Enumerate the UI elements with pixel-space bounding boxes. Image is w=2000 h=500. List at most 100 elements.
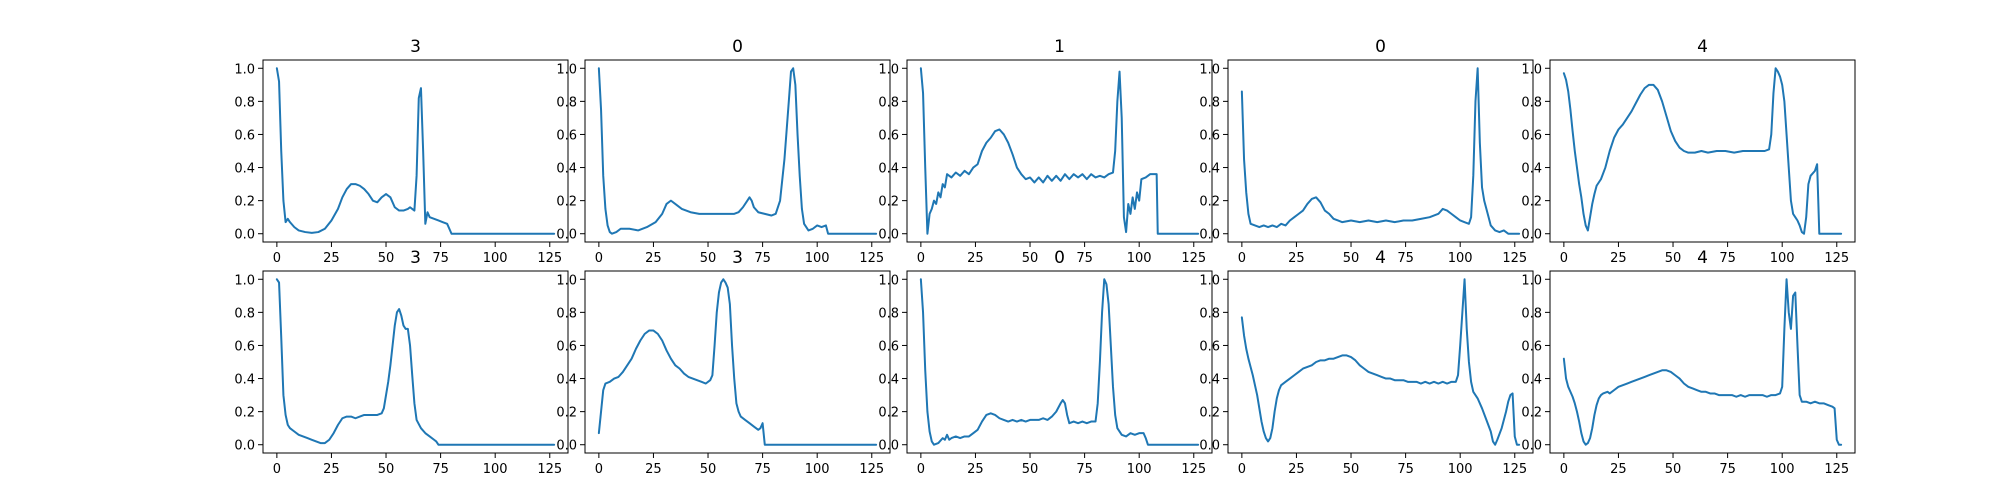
- y-tick-label: 0.4: [556, 162, 577, 177]
- axes-frame: [584, 59, 891, 243]
- subplot-3: 0 0 25 50 75 100 125 0.0 0.2 0.4 0.6 0.8 1.0: [1199, 37, 1534, 266]
- x-tick-label: 75: [754, 462, 771, 477]
- y-tick-label: 0.0: [1199, 228, 1220, 243]
- y-tick-label: 0.2: [1521, 406, 1542, 421]
- y-tick-label: 0.6: [878, 339, 899, 354]
- subplot-5: 3 0 25 50 75 100 125 0.0 0.2 0.4 0.6 0.8 1.0: [234, 248, 569, 477]
- subplot-8: 4 0 25 50 75 100 125 0.0 0.2 0.4 0.6 0.8 1.0: [1199, 248, 1534, 477]
- series-line: [597, 278, 878, 446]
- y-tick-label: 1.0: [556, 273, 577, 288]
- axes-frame: [262, 270, 569, 454]
- series-line: [919, 67, 1200, 235]
- x-tick-label: 75: [1397, 462, 1414, 477]
- y-tick-label: 0.6: [1521, 128, 1542, 143]
- y-tick-label: 0.8: [234, 306, 255, 321]
- x-tick-label: 50: [700, 251, 717, 266]
- x-tick-label: 100: [805, 251, 830, 266]
- y-tick-label: 0.4: [878, 373, 899, 388]
- series-line: [1562, 67, 1843, 235]
- y-tick-label: 0.2: [556, 195, 577, 210]
- y-tick-label: 0.2: [878, 195, 899, 210]
- x-tick-label: 25: [1610, 251, 1627, 266]
- series-line: [1562, 278, 1843, 446]
- x-tick-label: 75: [432, 462, 449, 477]
- y-tick-label: 1.0: [234, 273, 255, 288]
- y-tick-label: 0.8: [1199, 306, 1220, 321]
- y-tick-label: 0.2: [234, 195, 255, 210]
- y-tick-label: 0.2: [1521, 195, 1542, 210]
- y-tick-label: 0.4: [1521, 373, 1542, 388]
- series-line: [1240, 67, 1521, 235]
- y-tick-label: 0.6: [556, 128, 577, 143]
- axes-frame: [584, 270, 891, 454]
- y-tick-label: 0.4: [1521, 162, 1542, 177]
- x-tick-label: 75: [432, 251, 449, 266]
- y-tick-label: 0.2: [1199, 406, 1220, 421]
- x-tick-label: 50: [700, 462, 717, 477]
- x-tick-label: 125: [859, 462, 884, 477]
- y-tick-label: 0.4: [878, 162, 899, 177]
- x-tick-label: 100: [1770, 462, 1795, 477]
- subplot-title: 4: [1697, 248, 1708, 268]
- x-tick-label: 0: [917, 251, 925, 266]
- x-tick-label: 25: [967, 251, 984, 266]
- x-tick-label: 50: [1022, 251, 1039, 266]
- x-tick-label: 50: [1022, 462, 1039, 477]
- x-tick-label: 75: [1719, 251, 1736, 266]
- x-tick-label: 0: [1238, 462, 1246, 477]
- x-tick-label: 75: [1076, 462, 1093, 477]
- y-tick-label: 0.6: [556, 339, 577, 354]
- x-tick-label: 125: [537, 462, 562, 477]
- series-line: [275, 67, 556, 235]
- y-tick-label: 1.0: [1521, 273, 1542, 288]
- x-tick-label: 25: [323, 462, 340, 477]
- subplot-7: 0 0 25 50 75 100 125 0.0 0.2 0.4 0.6 0.8 1.0: [878, 248, 1213, 477]
- x-tick-label: 0: [917, 462, 925, 477]
- subplot-6: 3 0 25 50 75 100 125 0.0 0.2 0.4 0.6 0.8 1.0: [556, 248, 891, 477]
- y-tick-label: 0.6: [1521, 339, 1542, 354]
- x-tick-label: 125: [1181, 462, 1206, 477]
- axes-frame: [1227, 59, 1534, 243]
- x-tick-label: 0: [595, 251, 603, 266]
- y-tick-label: 0.0: [1199, 439, 1220, 454]
- y-tick-label: 0.8: [556, 306, 577, 321]
- x-tick-label: 125: [1824, 462, 1849, 477]
- x-tick-label: 100: [483, 251, 508, 266]
- x-tick-label: 0: [1238, 251, 1246, 266]
- y-tick-label: 0.6: [234, 339, 255, 354]
- y-tick-label: 0.8: [1199, 95, 1220, 110]
- subplot-title: 0: [1054, 248, 1065, 268]
- y-tick-label: 0.8: [556, 95, 577, 110]
- x-tick-label: 75: [1719, 462, 1736, 477]
- x-tick-label: 25: [645, 251, 662, 266]
- x-tick-label: 50: [1343, 462, 1360, 477]
- y-tick-label: 0.0: [556, 228, 577, 243]
- subplot-title: 4: [1697, 37, 1708, 57]
- y-tick-label: 0.4: [1199, 373, 1220, 388]
- x-tick-label: 75: [1076, 251, 1093, 266]
- x-tick-label: 75: [1397, 251, 1414, 266]
- subplot-title: 0: [1375, 37, 1386, 57]
- x-tick-label: 125: [1502, 462, 1527, 477]
- x-tick-label: 100: [1127, 462, 1152, 477]
- x-tick-label: 100: [1127, 251, 1152, 266]
- x-tick-label: 25: [967, 462, 984, 477]
- y-tick-label: 0.2: [234, 406, 255, 421]
- y-tick-label: 0.6: [1199, 339, 1220, 354]
- x-tick-label: 125: [1824, 251, 1849, 266]
- x-tick-label: 0: [595, 462, 603, 477]
- x-tick-label: 100: [483, 462, 508, 477]
- y-tick-label: 0.8: [878, 95, 899, 110]
- x-tick-label: 25: [1288, 251, 1305, 266]
- axes-frame: [1227, 270, 1534, 454]
- y-tick-label: 1.0: [234, 62, 255, 77]
- y-tick-label: 0.8: [234, 95, 255, 110]
- y-tick-label: 0.4: [234, 373, 255, 388]
- x-tick-label: 25: [1288, 462, 1305, 477]
- y-tick-label: 0.8: [878, 306, 899, 321]
- y-tick-label: 1.0: [1521, 62, 1542, 77]
- x-tick-label: 50: [1665, 462, 1682, 477]
- y-tick-label: 0.2: [1199, 195, 1220, 210]
- y-tick-label: 0.0: [1521, 439, 1542, 454]
